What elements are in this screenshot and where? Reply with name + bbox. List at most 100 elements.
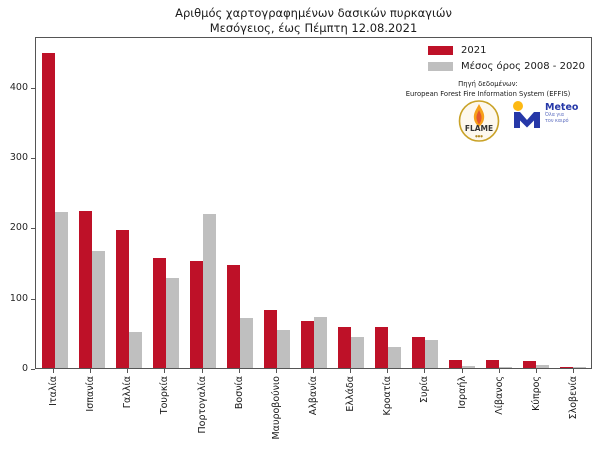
x-label-8: Αλβανία <box>308 376 320 416</box>
x-tick-12 <box>444 369 481 373</box>
x-label-4: Τουρκία <box>159 376 171 415</box>
meteo-logo-icon <box>513 101 540 128</box>
bar-2021-3 <box>115 229 129 368</box>
bar-2021-1 <box>41 53 55 368</box>
legend-swatch-1 <box>428 46 453 55</box>
meteo-logo-tagline1: Όλα για <box>545 113 565 119</box>
bar-2021-8 <box>300 321 314 368</box>
x-tick-10 <box>369 369 406 373</box>
x-label-7: Μαυροβούνιο <box>270 376 282 440</box>
x-label-2: Ισπανία <box>85 376 97 412</box>
legend-label-2: Μέσος όρος 2008 - 2020 <box>461 61 586 72</box>
bar-2021-15 <box>559 366 573 368</box>
bar-group-6 <box>221 38 258 368</box>
bar-avg-2 <box>91 251 105 368</box>
svg-text:●●●: ●●● <box>475 134 483 138</box>
x-tick-5 <box>184 369 221 373</box>
x-tick-14 <box>518 369 555 373</box>
bar-2021-12 <box>448 359 462 368</box>
legend: 2021 Μέσος όρος 2008 - 2020 <box>428 45 585 72</box>
bar-avg-4 <box>165 277 179 368</box>
bar-avg-7 <box>276 330 290 368</box>
bar-group-4 <box>147 38 184 368</box>
x-label-15: Σλοβενία <box>568 376 580 420</box>
plot-area <box>35 37 592 369</box>
legend-item-2: Μέσος όρος 2008 - 2020 <box>428 61 585 72</box>
x-tick-4 <box>146 369 183 373</box>
y-tick-mark-300 <box>31 157 35 159</box>
bar-avg-8 <box>313 316 327 368</box>
bar-2021-5 <box>189 261 203 368</box>
y-tick-label-0: 0 <box>21 363 28 374</box>
source-note-line1: Πηγή δεδομένων: <box>458 80 518 88</box>
x-tick-1 <box>35 369 72 373</box>
bar-avg-6 <box>239 317 253 368</box>
bar-avg-5 <box>202 213 216 368</box>
x-label-13: Λίβανος <box>493 376 505 415</box>
bar-group-11 <box>406 38 443 368</box>
x-tick-3 <box>109 369 146 373</box>
bar-2021-13 <box>485 359 499 368</box>
x-tick-9 <box>332 369 369 373</box>
bar-group-14 <box>517 38 554 368</box>
bar-2021-9 <box>337 327 351 368</box>
x-label-10: Κροατία <box>382 376 394 416</box>
y-tick-mark-400 <box>31 87 35 89</box>
bar-group-8 <box>295 38 332 368</box>
flame-logo-text: FLAME <box>465 124 493 133</box>
bar-2021-14 <box>522 361 536 368</box>
bar-group-12 <box>443 38 480 368</box>
bar-avg-1 <box>54 212 68 368</box>
bar-avg-13 <box>498 366 512 368</box>
bar-2021-6 <box>226 265 240 368</box>
x-label-11: Συρία <box>419 376 431 404</box>
bar-avg-14 <box>535 365 549 368</box>
x-axis-tickmarks <box>35 369 592 373</box>
logos: FLAME ●●● Meteo Όλα για τον καιρό <box>458 100 578 144</box>
y-tick-mark-100 <box>31 298 35 300</box>
chart-title-line2: Μεσόγειος, έως Πέμπτη 12.08.2021 <box>209 20 418 35</box>
chart-title-line1: Αριθμός χαρτογραφημένων δασικών πυρκαγιώ… <box>175 6 452 20</box>
bar-2021-11 <box>411 336 425 368</box>
x-tick-13 <box>481 369 518 373</box>
x-tick-11 <box>406 369 443 373</box>
y-tick-label-100: 100 <box>9 292 28 304</box>
meteo-logo-text: Meteo Όλα για τον καιρό <box>545 102 579 125</box>
y-tick-label-300: 300 <box>9 151 28 163</box>
bars-container <box>36 38 591 368</box>
x-label-14: Κύπρος <box>530 376 542 411</box>
bar-group-5 <box>184 38 221 368</box>
x-axis-labels: Ιταλία Ισπανία Γαλλία Τουρκία Πορτογαλία Βοσν… <box>35 376 592 452</box>
flame-logo-icon: FLAME ●●● <box>458 100 500 142</box>
bar-2021-4 <box>152 257 166 368</box>
meteo-logo: Meteo Όλα για τον καιρό <box>512 100 578 130</box>
legend-swatch-2 <box>428 62 453 71</box>
meteo-logo-name: Meteo <box>545 102 579 113</box>
meteo-logo-tagline2: τον καιρό <box>545 119 569 125</box>
bar-avg-3 <box>128 331 142 368</box>
bar-avg-10 <box>387 347 401 368</box>
bar-avg-15 <box>572 367 586 368</box>
x-tick-8 <box>295 369 332 373</box>
bar-avg-9 <box>350 336 364 368</box>
bar-2021-7 <box>263 309 277 368</box>
bar-group-7 <box>258 38 295 368</box>
legend-item-1: 2021 <box>428 45 585 56</box>
x-label-5: Πορτογαλία <box>196 376 208 434</box>
x-tick-2 <box>72 369 109 373</box>
y-tick-label-400: 400 <box>9 81 28 93</box>
x-label-12: Ισραήλ <box>456 376 468 409</box>
y-tick-mark-200 <box>31 228 35 230</box>
x-label-9: Ελλάδα <box>345 376 357 412</box>
bar-group-9 <box>332 38 369 368</box>
bar-2021-2 <box>78 210 92 368</box>
bar-group-1 <box>36 38 73 368</box>
x-label-6: Βοσνία <box>233 376 245 410</box>
bar-avg-11 <box>424 340 438 368</box>
y-tick-label-200: 200 <box>9 222 28 234</box>
bar-group-3 <box>110 38 147 368</box>
source-note-line2: European Forest Fire Information System … <box>405 90 571 99</box>
bar-avg-12 <box>461 365 475 368</box>
bar-group-2 <box>73 38 110 368</box>
